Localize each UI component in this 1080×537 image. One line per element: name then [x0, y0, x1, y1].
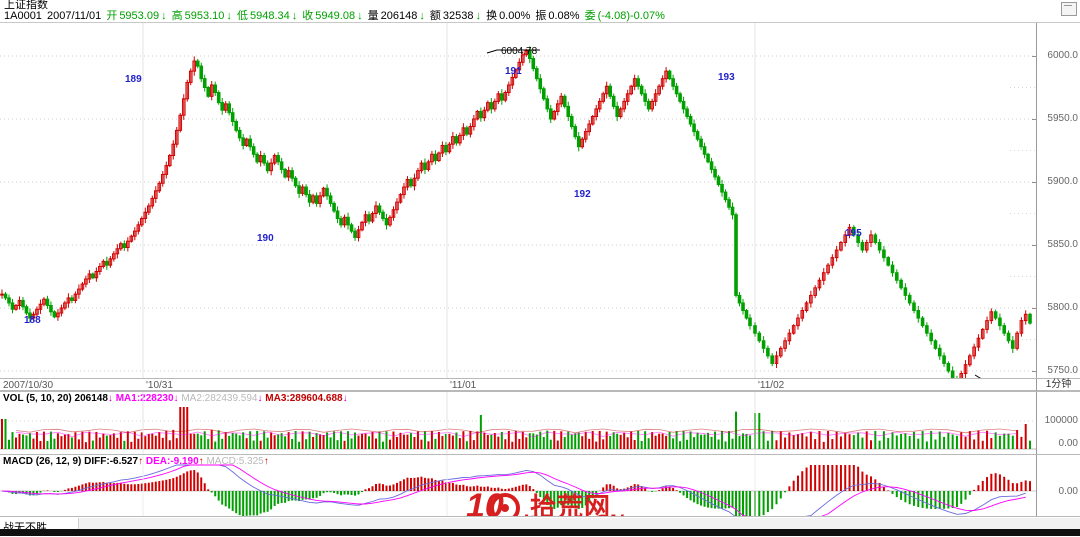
price-axis-tick [1032, 56, 1036, 57]
wave-label-188: 188 [24, 316, 41, 326]
price-axis-label: 5900.0 [1047, 177, 1078, 187]
open-arrow: ↓ [161, 10, 167, 22]
price-axis-tick [1032, 245, 1036, 246]
amount-arrow: ↓ [476, 10, 482, 22]
volume-value: 206148 [381, 10, 418, 22]
close-arrow: ↓ [357, 10, 363, 22]
date-label-2: '11/01 [450, 380, 476, 391]
wave-label-195: 195 [845, 229, 862, 239]
low-label: 低 [237, 10, 248, 22]
price-axis-label: 5750.0 [1047, 366, 1078, 376]
volume-plot [0, 392, 1080, 455]
date-axis: 2007/10/30 '10/31 '11/01 '11/02 1分钟 [0, 378, 1080, 391]
high-arrow: ↓ [226, 10, 232, 22]
turnover-label: 换 [486, 10, 497, 22]
price-axis-label: 6000.0 [1047, 51, 1078, 61]
high-value: 5953.10 [185, 10, 225, 22]
bid-label: 委 [585, 10, 596, 22]
volume-label: 量 [368, 10, 379, 22]
turnover-value: 0.00% [499, 10, 530, 22]
high-price-annotation: 6004.78 [501, 47, 537, 57]
bid-value: (-4.08)-0.07% [598, 10, 665, 22]
price-axis-label: 5800.0 [1047, 303, 1078, 313]
restore-window-icon[interactable] [1061, 2, 1077, 16]
date-label-3: '11/02 [758, 380, 784, 391]
amplitude-label: 振 [535, 10, 546, 22]
open-label: 开 [106, 10, 117, 22]
high-label: 高 [172, 10, 183, 22]
close-label: 收 [302, 10, 313, 22]
open-value: 5953.09 [119, 10, 159, 22]
amount-value: 32538 [443, 10, 474, 22]
macd-panel[interactable]: MACD (26, 12, 9) DIFF:-6.527↑ DEA:-9.190… [0, 454, 1080, 516]
date-label-1: '10/31 [146, 380, 173, 391]
macd-axis-label-0: 0.00 [1059, 487, 1078, 497]
volume-axis-label-1: 0.00 [1059, 439, 1078, 449]
quote-date: 2007/11/01 [47, 10, 101, 22]
price-axis-tick [1032, 119, 1036, 120]
wave-label-189: 189 [125, 75, 142, 85]
price-axis-gutter [1036, 23, 1080, 378]
quote-code: 1A0001 [4, 10, 42, 22]
macd-plot [0, 455, 1080, 517]
volume-arrow: ↓ [419, 10, 425, 22]
date-label-0: 2007/10/30 [3, 380, 53, 391]
price-axis-label: 5850.0 [1047, 240, 1078, 250]
close-value: 5949.08 [315, 10, 355, 22]
volume-panel[interactable]: VOL (5, 10, 20) 206148↓ MA1:228230↓ MA2:… [0, 391, 1080, 454]
period-selector[interactable]: 1分钟 [1036, 379, 1080, 391]
wave-label-190: 190 [257, 234, 274, 244]
price-axis-tick [1032, 308, 1036, 309]
price-plot [0, 23, 1080, 379]
low-value: 5948.34 [250, 10, 290, 22]
screen-edge [0, 529, 1080, 536]
wave-label-193: 193 [718, 73, 735, 83]
volume-axis-label-0: 100000 [1045, 416, 1078, 426]
low-arrow: ↓ [292, 10, 298, 22]
amount-label: 额 [430, 10, 441, 22]
price-axis-tick [1032, 371, 1036, 372]
price-chart-panel[interactable]: 5750.0 5800.0 5850.0 5900.0 5950.0 6000.0 188… [0, 22, 1080, 378]
wave-label-192: 192 [574, 190, 591, 200]
amplitude-value: 0.08% [548, 10, 579, 22]
price-axis-label: 5950.0 [1047, 114, 1078, 124]
price-axis-tick [1032, 182, 1036, 183]
wave-label-191: 191 [505, 67, 522, 77]
